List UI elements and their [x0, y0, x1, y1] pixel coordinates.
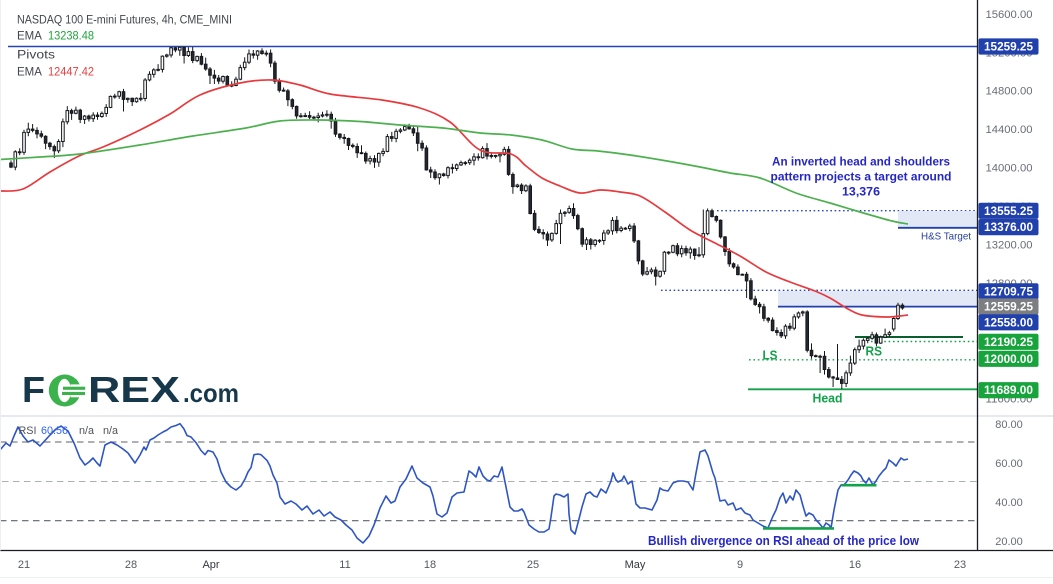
svg-text:An inverted head and shoulders: An inverted head and shoulders: [772, 155, 950, 169]
svg-text:Bullish divergence on RSI ahea: Bullish divergence on RSI ahead of the p…: [648, 534, 919, 548]
svg-text:pattern projects a target arou: pattern projects a target around: [771, 170, 952, 184]
svg-text:15600.00: 15600.00: [986, 9, 1033, 21]
svg-text:28: 28: [125, 559, 137, 571]
svg-text:RS: RS: [866, 344, 883, 359]
svg-text:Apr: Apr: [202, 559, 219, 571]
svg-text:n/a: n/a: [103, 425, 118, 437]
svg-text:14000.00: 14000.00: [986, 163, 1033, 175]
svg-text:23: 23: [954, 559, 966, 571]
svg-text:9: 9: [737, 559, 743, 571]
svg-text:13376.00: 13376.00: [984, 221, 1033, 234]
svg-text:Head: Head: [813, 391, 843, 406]
svg-text:16: 16: [849, 559, 861, 571]
svg-text:12447.42: 12447.42: [48, 67, 94, 79]
svg-text:14400.00: 14400.00: [986, 124, 1033, 136]
svg-text:15259.25: 15259.25: [984, 41, 1034, 54]
svg-text:13,376: 13,376: [842, 185, 880, 199]
svg-text:F: F: [22, 369, 45, 410]
svg-text:Pivots: Pivots: [17, 50, 55, 62]
svg-text:13555.25: 13555.25: [984, 205, 1034, 218]
svg-text:60.56: 60.56: [41, 425, 68, 437]
svg-text:25: 25: [527, 559, 539, 571]
svg-text:80.00: 80.00: [995, 419, 1023, 431]
svg-text:12558.00: 12558.00: [984, 316, 1033, 329]
svg-text:13200.00: 13200.00: [986, 240, 1033, 252]
svg-text:May: May: [625, 559, 646, 571]
svg-text:11: 11: [339, 559, 350, 571]
svg-text:NASDAQ 100 E-mini Futures, 4h,: NASDAQ 100 E-mini Futures, 4h, CME_MINI: [17, 15, 232, 27]
svg-text:18: 18: [424, 559, 436, 571]
svg-text:EMA: EMA: [17, 67, 42, 79]
svg-text:11689.00: 11689.00: [984, 384, 1033, 397]
svg-text:60.00: 60.00: [995, 458, 1023, 470]
svg-text:EMA: EMA: [17, 31, 42, 43]
svg-text:12000.00: 12000.00: [984, 353, 1033, 366]
svg-text:LS: LS: [763, 348, 778, 363]
svg-text:13238.48: 13238.48: [48, 31, 94, 43]
svg-text:RSI: RSI: [19, 425, 37, 437]
svg-text:40.00: 40.00: [995, 497, 1023, 509]
svg-text:12190.25: 12190.25: [984, 336, 1034, 349]
svg-text:12709.75: 12709.75: [984, 285, 1034, 298]
svg-text:.com: .com: [183, 378, 239, 408]
svg-text:H&S Target: H&S Target: [921, 231, 971, 242]
svg-text:14800.00: 14800.00: [986, 86, 1033, 98]
svg-text:n/a: n/a: [79, 425, 94, 437]
svg-text:21: 21: [18, 559, 30, 571]
svg-text:12559.25: 12559.25: [984, 301, 1034, 314]
svg-text:REX: REX: [88, 369, 180, 410]
svg-text:20.00: 20.00: [995, 536, 1023, 548]
